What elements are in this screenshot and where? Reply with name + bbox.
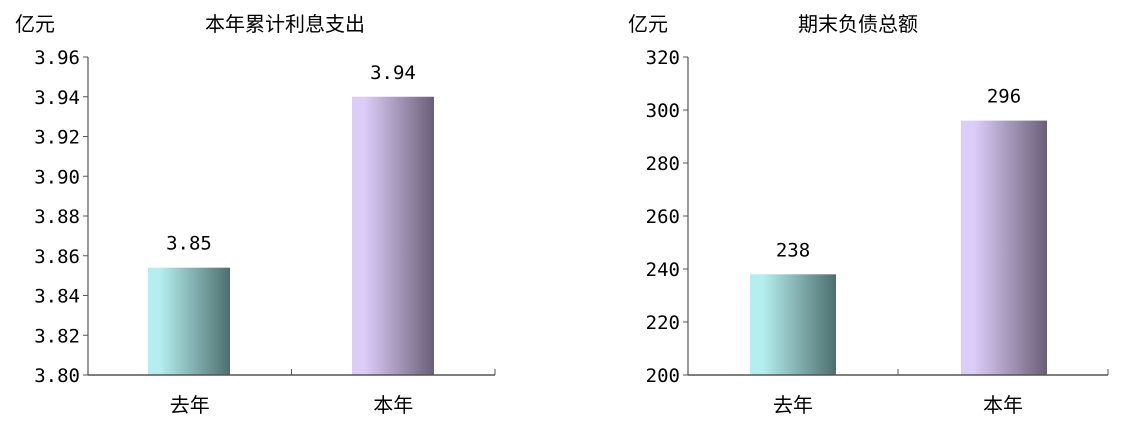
data-label: 238 <box>776 239 810 261</box>
y-tick-label: 3.92 <box>34 127 80 149</box>
y-tick-label: 3.96 <box>34 47 80 69</box>
y-axis-unit: 亿元 <box>15 12 55 36</box>
bar-本年 <box>352 96 434 375</box>
x-tick-label: 本年 <box>983 393 1023 417</box>
x-tick-label: 去年 <box>170 393 210 417</box>
y-tick-label: 3.94 <box>34 87 80 109</box>
y-tick-label: 3.86 <box>34 246 80 268</box>
chart-title: 本年累计利息支出 <box>205 12 365 36</box>
y-tick-label: 3.88 <box>34 206 80 228</box>
y-tick-label: 3.90 <box>34 166 80 188</box>
y-tick-label: 300 <box>646 100 680 122</box>
y-tick-label: 280 <box>646 153 680 175</box>
chart-title: 期末负债总额 <box>798 12 918 36</box>
bar-去年 <box>148 267 230 375</box>
y-axis-unit: 亿元 <box>628 12 668 36</box>
chart-total-liabilities: 期末负债总额 亿元 200 220 240 260 280 300 320 238 去年 296 本… <box>628 12 1109 417</box>
data-label: 296 <box>987 86 1021 108</box>
x-tick-label: 去年 <box>773 393 813 417</box>
y-tick-label: 240 <box>646 259 680 281</box>
y-tick-label: 220 <box>646 312 680 334</box>
y-tick-label: 3.82 <box>34 325 80 347</box>
data-label: 3.85 <box>166 233 212 255</box>
data-label: 3.94 <box>370 62 416 84</box>
y-tick-label: 200 <box>646 365 680 387</box>
y-tick-label: 260 <box>646 206 680 228</box>
bar-本年 <box>961 120 1047 375</box>
y-tick-label: 320 <box>646 47 680 69</box>
y-tick-label: 3.84 <box>34 286 80 308</box>
y-tick-label: 3.80 <box>34 365 80 387</box>
x-tick-label: 本年 <box>373 393 413 417</box>
chart-interest-expense: 本年累计利息支出 亿元 3.80 3.82 3.84 3.86 3.88 3.90 3.92… <box>15 12 496 417</box>
bar-去年 <box>750 274 836 375</box>
